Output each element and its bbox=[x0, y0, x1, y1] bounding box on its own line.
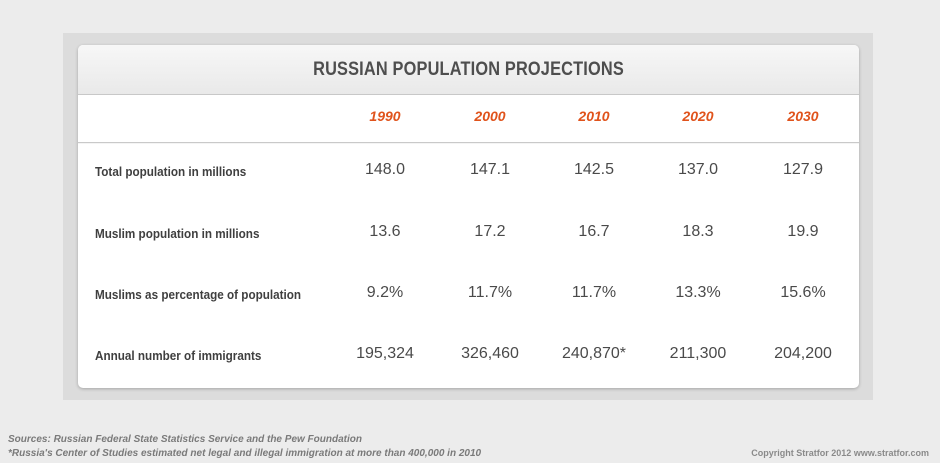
table-cell: 11.7% bbox=[571, 284, 617, 301]
table-cell: 137.0 bbox=[677, 161, 719, 178]
table-cell: 142.5 bbox=[573, 161, 615, 178]
year-2030: 2030 bbox=[787, 108, 819, 124]
table-cell: 127.9 bbox=[782, 161, 824, 178]
table-cell: 9.2% bbox=[366, 284, 404, 301]
table-cell: 204,200 bbox=[774, 345, 832, 362]
table-row-muslim-population: Muslim population in millions 13.6 17.2 … bbox=[78, 220, 859, 250]
year-2000: 2000 bbox=[474, 108, 506, 124]
row-label: Total population in millions bbox=[95, 164, 247, 179]
header-divider bbox=[78, 142, 859, 143]
table-cell: 211,300 bbox=[669, 345, 727, 362]
table-cell: 195,324 bbox=[356, 345, 414, 362]
table-cell: 16.7 bbox=[578, 223, 610, 240]
year-header-row: 1990 2000 2010 2020 2030 bbox=[78, 95, 859, 140]
table-title: RUSSIAN POPULATION PROJECTIONS bbox=[313, 59, 624, 80]
table-cell: 11.7% bbox=[467, 284, 513, 301]
table-cell: 17.2 bbox=[474, 223, 506, 240]
table-cell: 147.1 bbox=[469, 161, 511, 178]
row-label: Muslims as percentage of population bbox=[95, 287, 302, 302]
sources-note: Sources: Russian Federal State Statistic… bbox=[8, 434, 362, 445]
table-row-total-population: Total population in millions 148.0 147.1… bbox=[78, 158, 859, 188]
table-cell: 148.0 bbox=[364, 161, 406, 178]
population-table-card: RUSSIAN POPULATION PROJECTIONS 1990 2000… bbox=[78, 45, 859, 388]
footer-notes: Sources: Russian Federal State Statistic… bbox=[8, 433, 481, 461]
table-cell: 15.6% bbox=[780, 284, 826, 301]
table-header: RUSSIAN POPULATION PROJECTIONS bbox=[78, 45, 859, 95]
table-cell: 326,460 bbox=[461, 345, 519, 362]
table-cell: 13.3% bbox=[675, 284, 721, 301]
table-row-muslim-percentage: Muslims as percentage of population 9.2%… bbox=[78, 281, 859, 311]
row-label: Muslim population in millions bbox=[95, 226, 260, 241]
table-cell: 13.6 bbox=[369, 223, 401, 240]
table-cell: 240,870* bbox=[561, 345, 627, 362]
year-1990: 1990 bbox=[369, 108, 401, 124]
copyright-text: Copyright Stratfor 2012 www.stratfor.com bbox=[751, 448, 929, 458]
row-label: Annual number of immigrants bbox=[95, 348, 262, 363]
table-cell: 18.3 bbox=[682, 223, 714, 240]
table-cell: 19.9 bbox=[787, 223, 819, 240]
immigration-footnote: *Russia's Center of Studies estimated ne… bbox=[8, 448, 482, 459]
table-row-immigrants: Annual number of immigrants 195,324 326,… bbox=[78, 342, 859, 372]
year-2010: 2010 bbox=[578, 108, 610, 124]
year-2020: 2020 bbox=[682, 108, 714, 124]
